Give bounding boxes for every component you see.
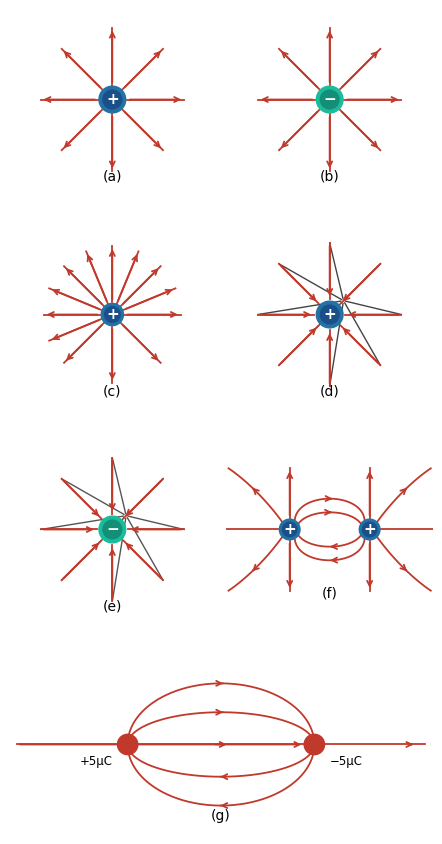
Text: (e): (e): [103, 599, 122, 614]
Circle shape: [118, 734, 138, 755]
Text: −: −: [106, 522, 119, 537]
Text: +: +: [106, 307, 119, 322]
Circle shape: [282, 522, 297, 537]
Text: (f): (f): [322, 586, 338, 600]
Circle shape: [99, 86, 126, 113]
Circle shape: [101, 303, 123, 326]
Circle shape: [316, 86, 343, 113]
Circle shape: [362, 522, 377, 537]
Circle shape: [320, 306, 339, 324]
Circle shape: [304, 734, 324, 755]
Circle shape: [105, 306, 120, 322]
Text: (g): (g): [211, 809, 231, 823]
Circle shape: [320, 90, 339, 109]
Circle shape: [359, 519, 380, 540]
Circle shape: [103, 520, 122, 538]
Text: +: +: [363, 522, 376, 537]
Text: −: −: [323, 92, 336, 107]
Text: +: +: [106, 92, 119, 107]
Circle shape: [307, 738, 321, 752]
Text: −5μC: −5μC: [330, 755, 362, 769]
Circle shape: [316, 301, 343, 327]
Circle shape: [103, 90, 122, 109]
Text: (a): (a): [103, 170, 122, 183]
Text: +: +: [283, 522, 296, 537]
Text: (b): (b): [320, 170, 339, 183]
Text: (c): (c): [103, 384, 122, 398]
Circle shape: [279, 519, 300, 540]
Text: (d): (d): [320, 384, 339, 398]
Text: +5μC: +5μC: [80, 755, 112, 769]
Circle shape: [99, 517, 126, 543]
Circle shape: [121, 738, 135, 752]
Text: +: +: [323, 307, 336, 322]
